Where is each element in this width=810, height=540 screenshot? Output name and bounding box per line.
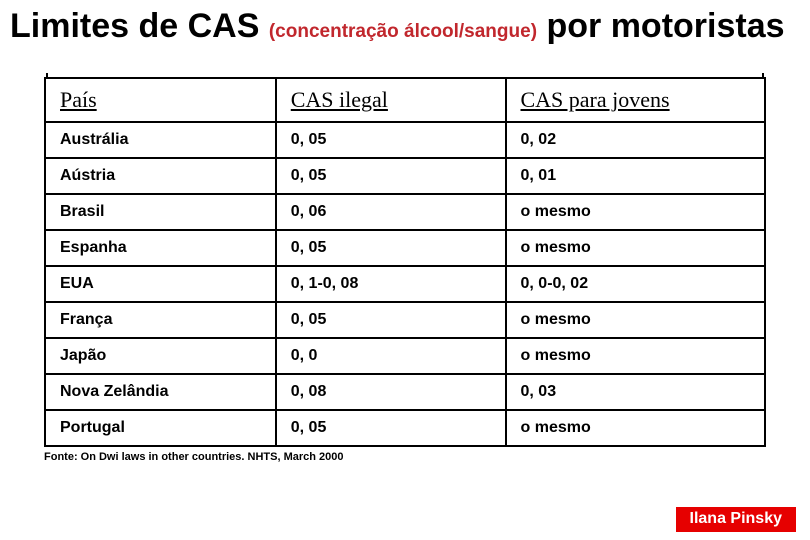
table-row: Japão0, 0o mesmo [46, 338, 764, 374]
author-badge: Ilana Pinsky [676, 507, 797, 532]
page-title: Limites de CAS (concentração álcool/sang… [0, 0, 810, 45]
cell-illegal: 0, 05 [276, 410, 506, 445]
cell-country: Portugal [46, 410, 276, 445]
table-row: Nova Zelândia0, 080, 03 [46, 374, 764, 410]
cell-illegal: 0, 1-0, 08 [276, 266, 506, 302]
table-row: Aústria0, 050, 01 [46, 158, 764, 194]
decorative-tick [762, 73, 764, 79]
cell-illegal: 0, 05 [276, 302, 506, 338]
cell-country: Japão [46, 338, 276, 374]
cell-young: 0, 02 [506, 122, 765, 158]
cell-young: o mesmo [506, 302, 765, 338]
cell-country: Brasil [46, 194, 276, 230]
cell-country: EUA [46, 266, 276, 302]
source-citation: Fonte: On Dwi laws in other countries. N… [44, 451, 810, 463]
cell-country: Espanha [46, 230, 276, 266]
cell-young: o mesmo [506, 230, 765, 266]
title-part2: por motoristas [537, 7, 784, 45]
cell-illegal: 0, 05 [276, 158, 506, 194]
cell-young: o mesmo [506, 338, 765, 374]
cell-illegal: 0, 08 [276, 374, 506, 410]
header-young: CAS para jovens [506, 79, 765, 122]
cell-country: Nova Zelândia [46, 374, 276, 410]
decorative-tick [46, 73, 48, 79]
table-header-row: País CAS ilegal CAS para jovens [46, 79, 764, 122]
cell-young: 0, 0-0, 02 [506, 266, 765, 302]
table-container: País CAS ilegal CAS para jovens Austráli… [44, 77, 766, 447]
table-row: Brasil0, 06o mesmo [46, 194, 764, 230]
table-row: França0, 05o mesmo [46, 302, 764, 338]
cell-illegal: 0, 05 [276, 230, 506, 266]
cell-young: 0, 01 [506, 158, 765, 194]
cell-country: Austrália [46, 122, 276, 158]
title-part1: Limites de CAS [10, 7, 269, 45]
cas-limits-table: País CAS ilegal CAS para jovens Austráli… [46, 79, 764, 445]
title-subscript: (concentração álcool/sangue) [269, 21, 537, 42]
table-row: EUA0, 1-0, 080, 0-0, 02 [46, 266, 764, 302]
cell-country: Aústria [46, 158, 276, 194]
cell-illegal: 0, 0 [276, 338, 506, 374]
cell-young: o mesmo [506, 410, 765, 445]
table-row: Portugal0, 05o mesmo [46, 410, 764, 445]
cell-illegal: 0, 05 [276, 122, 506, 158]
header-country: País [46, 79, 276, 122]
cell-country: França [46, 302, 276, 338]
header-illegal: CAS ilegal [276, 79, 506, 122]
cell-young: o mesmo [506, 194, 765, 230]
table-row: Austrália0, 050, 02 [46, 122, 764, 158]
table-row: Espanha0, 05o mesmo [46, 230, 764, 266]
cell-young: 0, 03 [506, 374, 765, 410]
cell-illegal: 0, 06 [276, 194, 506, 230]
